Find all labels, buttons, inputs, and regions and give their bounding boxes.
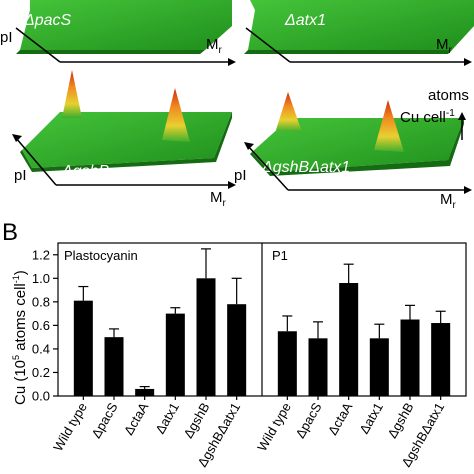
y-tick-label: 1.2	[32, 247, 50, 262]
map-atx1: Δatx1 Mr	[244, 0, 474, 66]
surface-peak	[276, 92, 302, 132]
svg-text:Mr: Mr	[436, 36, 453, 56]
bar	[227, 304, 247, 396]
group-title: Plastocyanin	[64, 248, 138, 263]
panel-a: ΔpacS pI Mr Δatx1 Mr ΔgshB	[0, 0, 474, 211]
y-tick-label: 1.0	[32, 271, 50, 286]
y-tick-label: 0.6	[32, 318, 50, 333]
svg-text:ΔpacS: ΔpacS	[23, 12, 72, 29]
surface-peak	[62, 70, 82, 118]
bar	[277, 331, 297, 396]
group-title: P1	[272, 248, 288, 263]
bar	[400, 319, 420, 396]
y-axis-label: Cu (105 atoms cell-1)	[11, 270, 29, 405]
x-tick-label: Δatx1	[152, 400, 182, 436]
pi-axis-line	[15, 27, 61, 63]
map-gshb: ΔgshB pI Mr	[12, 70, 236, 209]
svg-text:Mr: Mr	[210, 189, 227, 209]
bar	[165, 313, 185, 396]
map-gshb-atx1: ΔgshBΔatx1 pI Mr	[234, 92, 472, 211]
mr-axis-label: Mr	[206, 36, 223, 56]
pi-axis-label: pI	[0, 29, 13, 46]
y-tick-label: 0.2	[32, 365, 50, 380]
map-pacs: ΔpacS pI Mr	[0, 0, 236, 66]
svg-text:Mr: Mr	[440, 191, 457, 211]
x-tick-label: ΔctaA	[325, 400, 356, 438]
svg-text:ΔgshB: ΔgshB	[61, 163, 110, 180]
y-tick-label: 0.0	[32, 389, 50, 404]
svg-text:pI: pI	[14, 167, 27, 184]
svg-text:atoms: atoms	[428, 87, 469, 104]
bar-chart: 0.0 0.2 0.4 0.6 0.8 1.0 1.2 Plastocyanin Wild ty…	[32, 242, 467, 469]
panel-letter-b: B	[2, 219, 18, 246]
surface-peak	[374, 100, 404, 152]
x-tick-label: ΔpacS	[88, 400, 120, 441]
svg-text:pI: pI	[234, 167, 247, 184]
surface-peak	[162, 88, 190, 142]
x-tick-label: ΔctaA	[121, 400, 152, 438]
bar	[135, 388, 155, 396]
units-label: atoms Cu cell-1	[400, 87, 469, 140]
x-tick-label: Wild type	[50, 400, 90, 454]
bar	[104, 337, 124, 396]
svg-text:Cu cell-1: Cu cell-1	[400, 108, 455, 126]
bar	[369, 338, 389, 396]
y-tick-label: 0.8	[32, 294, 50, 309]
bar	[431, 323, 451, 396]
x-tick-label: Wild type	[254, 400, 294, 454]
x-tick-label: ΔgshB	[384, 400, 416, 441]
svg-text:Δatx1: Δatx1	[284, 12, 326, 29]
x-tick-label: ΔgshB	[180, 400, 212, 441]
bar	[196, 278, 216, 396]
bar	[339, 283, 359, 396]
bar	[308, 338, 328, 396]
panel-b: B Cu (105 atoms cell-1) 0.0 0.2 0.4 0.6 0.8 1…	[2, 219, 467, 469]
bar	[73, 300, 93, 396]
x-tick-label: ΔpacS	[292, 400, 324, 441]
y-tick-label: 0.4	[32, 341, 50, 356]
x-tick-label: Δatx1	[356, 400, 386, 436]
svg-text:ΔgshBΔatx1: ΔgshBΔatx1	[261, 159, 350, 176]
